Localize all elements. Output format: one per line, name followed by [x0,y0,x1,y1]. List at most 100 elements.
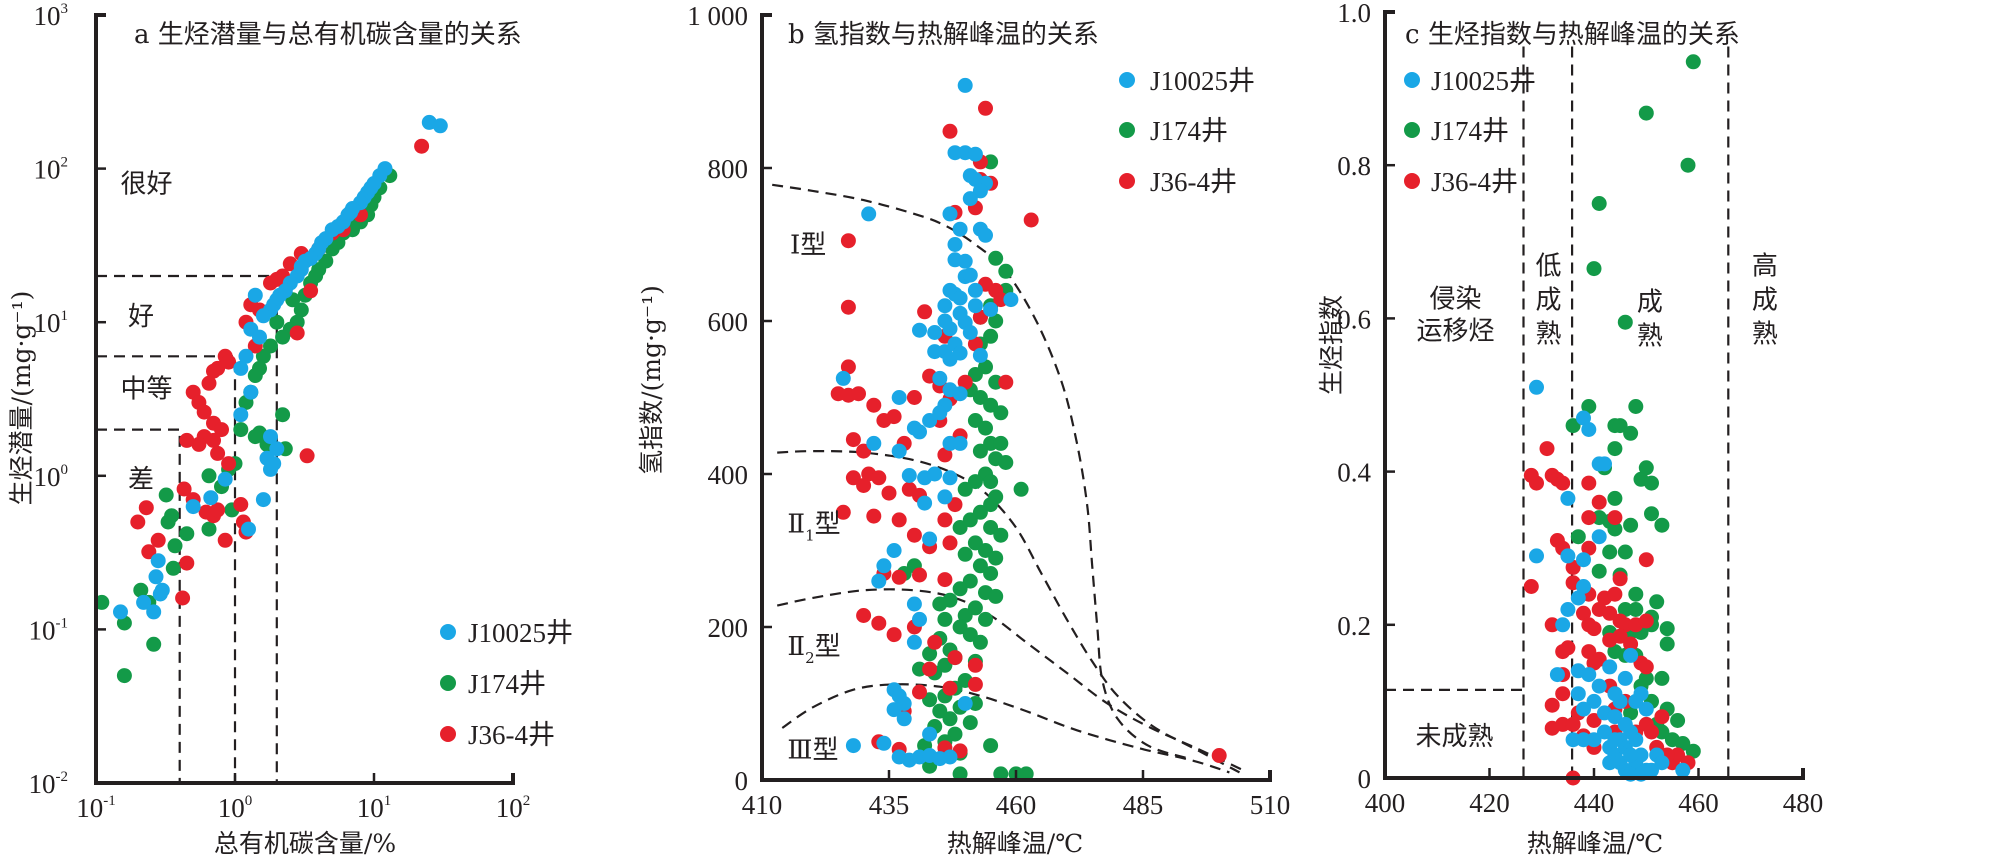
data-point-J174 [1654,517,1670,533]
data-point-J36-4 [942,535,958,551]
data-point-J174 [967,474,983,490]
legend-marker-J174 [440,675,456,691]
y-tick-label: 600 [708,307,749,337]
data-point-J36-4 [1581,510,1597,526]
data-point-J36-4 [942,123,958,139]
region-label: 很好 [120,169,172,199]
data-point-J10025 [922,531,938,547]
region-label: 未成熟 [1415,722,1493,752]
data-point-J174 [983,497,999,513]
data-point-J174 [1638,105,1654,121]
data-point-J36-4 [1602,605,1618,621]
panel-a-title: a 生烃潜量与总有机碳含量的关系 [134,20,522,50]
panel-b-legend: J10025井 J174井 J36-4井 [1119,66,1255,197]
data-point-J174 [1623,705,1639,721]
y-tick-label: 103 [34,1,69,31]
data-point-J174 [962,715,978,731]
data-point-J36-4 [891,569,907,585]
data-point-J36-4 [1617,617,1633,633]
data-point-J10025 [1607,709,1623,725]
data-point-J36-4 [1576,605,1591,621]
data-point-J174 [983,520,999,535]
data-point-J174 [1612,418,1628,434]
data-point-J174 [972,634,988,650]
data-point-J10025 [891,390,907,405]
data-point-J36-4 [881,485,897,501]
y-tick-label: 10-1 [29,615,69,645]
data-point-J10025 [1591,529,1607,545]
region-label: 运移烃 [1417,317,1495,347]
data-point-J36-4 [1023,212,1039,228]
data-point-J10025 [906,420,922,436]
data-point-J36-4 [1612,571,1628,587]
data-point-J10025 [269,441,285,457]
x-tick-label: 101 [357,793,392,823]
data-point-J10025 [927,325,943,340]
data-point-J36-4 [1581,644,1597,660]
data-point-J36-4 [906,527,922,543]
data-point-J10025 [1586,732,1602,748]
data-point-J10025 [255,308,271,324]
data-point-J36-4 [942,680,958,696]
legend-label-J36-4: J36-4井 [1431,167,1518,197]
panel-a-x-axis-label: 总有机碳含量/% [214,829,396,858]
data-point-J10025 [1633,747,1649,763]
data-point-J174 [1591,196,1607,211]
data-point-J10025 [1560,602,1576,617]
data-point-J36-4 [856,443,872,459]
data-point-J174 [978,543,993,558]
legend-marker-J36-4 [440,726,456,742]
data-point-J36-4 [845,432,861,448]
data-point-J174 [1617,544,1633,560]
legend-marker-J10025 [1119,72,1135,88]
data-point-J174 [201,521,217,537]
data-point-J10025 [962,325,978,340]
data-point-J10025 [983,302,999,317]
data-point-J36-4 [1670,747,1686,763]
data-point-J36-4 [922,661,938,677]
data-point-J174 [1581,399,1597,414]
y-tick-label: 0 [735,766,749,796]
panel-b-x-axis-label: 热解峰温/℃ [947,829,1083,858]
data-point-J36-4 [1555,686,1571,702]
data-point-J36-4 [871,470,887,486]
data-point-J36-4 [179,555,195,571]
data-point-J36-4 [1607,586,1623,602]
data-point-J10025 [932,405,948,421]
data-point-J36-4 [221,354,237,370]
data-point-J36-4 [289,325,305,341]
legend-marker-J36-4 [1404,173,1420,189]
data-point-J10025 [917,495,933,511]
data-point-J10025 [1644,762,1659,778]
data-point-J10025 [978,227,993,243]
data-point-J36-4 [1586,655,1602,671]
axes-frame [760,13,1272,782]
data-point-J174 [993,405,1009,421]
region-label: Ⅱ1型 [787,510,840,545]
data-point-J10025 [942,470,958,486]
data-point-J174 [146,636,162,652]
data-point-J36-4 [1581,540,1597,556]
data-point-J174 [1628,399,1644,414]
y-tick-label: 0.4 [1337,458,1371,488]
data-point-J10025 [1555,617,1571,633]
x-tick-label: 410 [742,790,783,820]
data-point-J10025 [876,558,892,574]
data-point-J10025 [967,282,983,298]
data-point-J174 [957,608,973,623]
data-point-J36-4 [210,445,226,461]
data-point-J36-4 [891,512,907,528]
data-point-J174 [1685,743,1701,759]
data-point-J174 [165,560,181,576]
data-point-J10025 [952,386,968,402]
data-point-J10025 [113,604,128,620]
data-point-J174 [952,581,968,597]
data-point-J10025 [1607,732,1623,748]
data-point-J10025 [1617,716,1633,732]
data-point-J10025 [1570,686,1586,702]
data-point-J36-4 [206,432,221,448]
data-point-J10025 [1560,548,1576,564]
region-label: 成 [1752,285,1778,315]
legend-label-J10025: J10025井 [1150,66,1255,96]
data-point-J36-4 [414,138,430,154]
